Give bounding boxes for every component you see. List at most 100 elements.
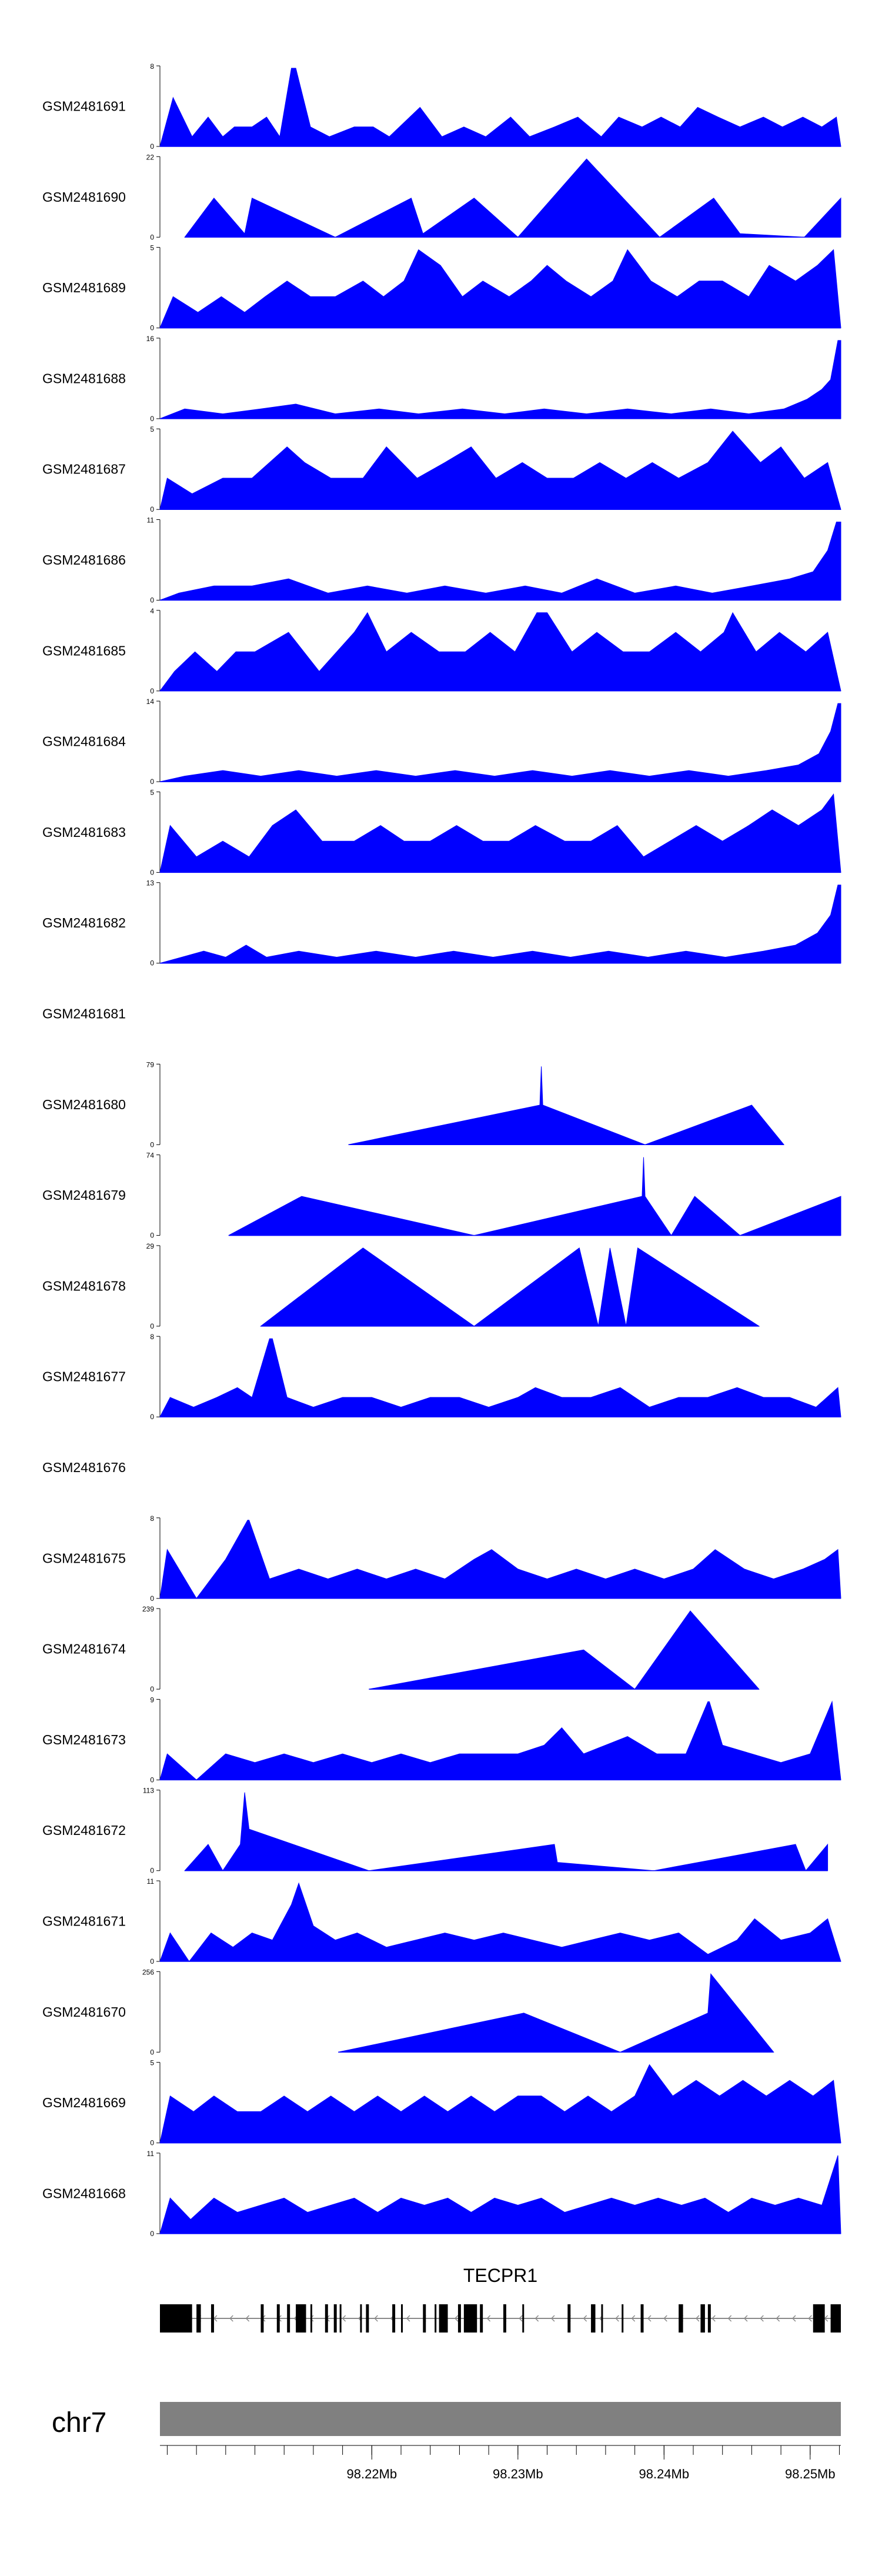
coverage-area: [159, 68, 841, 147]
exon: [401, 2304, 403, 2333]
track-GSM2481683: GSM2481683 5 0: [42, 788, 841, 876]
track-label: GSM2481675: [42, 1550, 126, 1566]
coverage-area: [184, 158, 841, 238]
strand-arrow: [760, 2315, 764, 2322]
y-tick-label-max: 256: [142, 1968, 154, 1976]
track-label: GSM2481677: [42, 1369, 126, 1384]
track-label: GSM2481687: [42, 462, 126, 477]
strand-arrow: [454, 2315, 459, 2322]
exon: [480, 2304, 483, 2333]
track-label: GSM2481682: [42, 915, 126, 930]
exon: [463, 2304, 477, 2333]
y-tick-label-min: 0: [150, 687, 154, 695]
x-axis-tick-label: 98.23Mb: [493, 2467, 543, 2481]
track-label: GSM2481681: [42, 1006, 126, 1022]
coverage-area: [228, 1157, 841, 1236]
exon: [160, 2304, 192, 2333]
track-label: GSM2481671: [42, 1914, 126, 1929]
exon: [813, 2304, 825, 2333]
strand-arrow: [534, 2315, 539, 2322]
y-tick-label-min: 0: [150, 1413, 154, 1421]
y-tick-label-max: 5: [150, 244, 154, 252]
track-label: GSM2481669: [42, 2095, 126, 2110]
y-tick-label-min: 0: [150, 324, 154, 332]
y-tick-label-max: 8: [150, 1514, 154, 1523]
track-GSM2481678: GSM2481678 29 0: [42, 1242, 760, 1330]
gene-name-label: TECPR1: [463, 2265, 537, 2286]
track-GSM2481682: GSM2481682 13 0: [42, 879, 841, 967]
coverage-area: [159, 793, 841, 873]
strand-arrow: [550, 2315, 555, 2322]
track-GSM2481679: GSM2481679 74 0: [42, 1152, 841, 1240]
track-GSM2481677: GSM2481677 8 0: [42, 1333, 841, 1421]
track-label: GSM2481684: [42, 734, 126, 749]
coverage-area: [159, 431, 841, 510]
y-tick-label-min: 0: [150, 415, 154, 423]
coverage-area: [348, 1066, 785, 1145]
y-tick-label-max: 5: [150, 2059, 154, 2067]
track-label: GSM2481683: [42, 825, 126, 840]
strand-arrow: [583, 2315, 587, 2322]
strand-arrow: [374, 2315, 378, 2322]
track-GSM2481691: GSM2481691 8 0: [42, 62, 841, 151]
y-tick-label-max: 22: [146, 153, 155, 161]
exon: [276, 2304, 280, 2333]
y-tick-label-max: 11: [147, 2150, 155, 2158]
strand-arrow: [743, 2315, 748, 2322]
exon: [640, 2304, 644, 2333]
coverage-area: [159, 1338, 841, 1417]
chromosome-label: chr7: [52, 2407, 106, 2438]
exon: [333, 2304, 337, 2333]
y-tick-label-max: 9: [150, 1696, 154, 1704]
y-tick-label-min: 0: [150, 1322, 154, 1330]
y-tick-label-max: 29: [146, 1242, 155, 1250]
y-tick-label-min: 0: [150, 1776, 154, 1784]
track-GSM2481687: GSM2481687 5 0: [42, 425, 841, 513]
y-tick-label-max: 79: [146, 1060, 155, 1069]
strand-arrow: [663, 2315, 667, 2322]
track-GSM2481672: GSM2481672 113 0: [42, 1787, 828, 1875]
x-axis-tick-label: 98.22Mb: [347, 2467, 397, 2481]
exon: [679, 2304, 683, 2333]
coverage-area: [159, 340, 841, 419]
y-tick-label-min: 0: [150, 959, 154, 967]
strand-arrow: [791, 2315, 796, 2322]
track-GSM2481676: GSM2481676: [42, 1460, 126, 1475]
coverage-area: [159, 249, 841, 329]
exon: [567, 2304, 571, 2333]
strand-arrow: [342, 2315, 346, 2322]
coverage-area: [159, 2064, 841, 2144]
exon: [622, 2304, 624, 2333]
exon: [325, 2304, 328, 2333]
coverage-area: [338, 1973, 774, 2053]
track-GSM2481689: GSM2481689 5 0: [42, 244, 841, 332]
exon: [700, 2304, 705, 2333]
exon: [591, 2304, 596, 2333]
y-tick-label-max: 5: [150, 788, 154, 796]
track-label: GSM2481676: [42, 1460, 126, 1475]
y-tick-label-max: 8: [150, 1333, 154, 1341]
y-tick-label-min: 0: [150, 2139, 154, 2147]
y-tick-label-max: 74: [146, 1152, 155, 1160]
track-GSM2481686: GSM2481686 11 0: [42, 516, 841, 605]
track-label: GSM2481679: [42, 1187, 126, 1203]
coverage-area: [159, 703, 841, 782]
track-GSM2481670: GSM2481670 256 0: [42, 1968, 774, 2056]
y-tick-label-max: 239: [142, 1605, 154, 1613]
strand-arrow: [486, 2315, 491, 2322]
exon: [392, 2304, 396, 2333]
coverage-area: [159, 1520, 841, 1599]
track-label: GSM2481688: [42, 371, 126, 386]
strand-arrow: [695, 2315, 700, 2322]
track-label: GSM2481673: [42, 1732, 126, 1747]
exon: [211, 2304, 214, 2333]
track-GSM2481675: GSM2481675 8 0: [42, 1514, 841, 1603]
track-GSM2481674: GSM2481674 239 0: [42, 1605, 760, 1693]
exon: [260, 2304, 264, 2333]
track-label: GSM2481686: [42, 552, 126, 568]
exon: [522, 2304, 524, 2333]
exon: [707, 2304, 711, 2333]
y-tick-label-min: 0: [150, 1594, 154, 1603]
track-GSM2481668: GSM2481668 11 0: [42, 2150, 841, 2238]
coverage-area: [159, 885, 841, 964]
